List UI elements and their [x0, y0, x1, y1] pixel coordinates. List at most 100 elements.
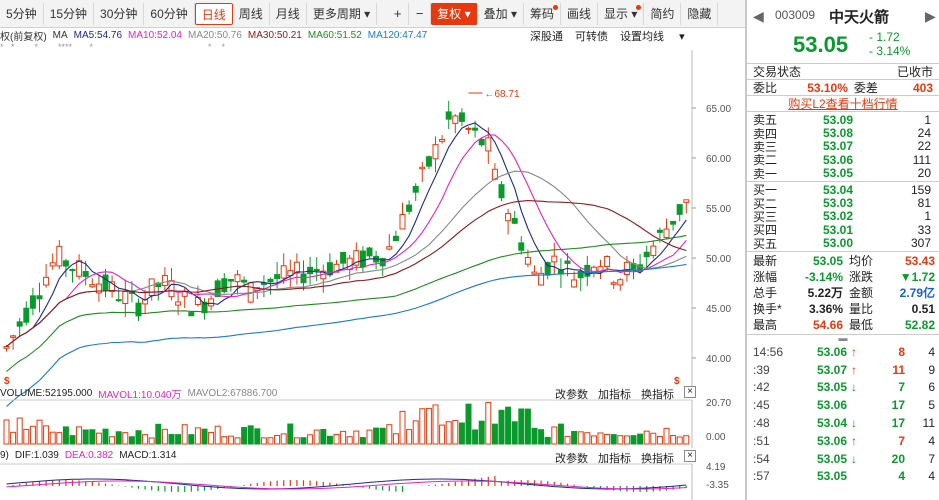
period-more[interactable]: 更多周期 ▾: [307, 2, 378, 25]
bid-label: 买一: [753, 183, 778, 198]
ask-row[interactable]: 卖三 53.07 22: [747, 139, 939, 154]
candle-body: [472, 127, 479, 131]
buy-l2-link[interactable]: 购买L2查看十档行情: [747, 96, 939, 112]
ask-row[interactable]: 卖五 53.09 1: [747, 113, 939, 128]
draw-line-button[interactable]: 画线: [561, 2, 599, 25]
bid-row[interactable]: 买一 53.04 159: [747, 183, 939, 198]
fuquan-dropdown[interactable]: 复权 ▾: [431, 2, 478, 25]
volume-bar: [656, 436, 663, 445]
period-15min[interactable]: 15分钟: [44, 2, 95, 25]
zoom-out-button[interactable]: −: [409, 2, 432, 25]
candle-body: [406, 204, 413, 212]
candlestick-chart[interactable]: 65.00 60.00 55.00 50.00 45.00 40.00 ←68.71 $ $: [0, 50, 745, 407]
candle-body: [16, 321, 23, 327]
candle-body: [538, 272, 545, 286]
close-icon[interactable]: ×: [684, 386, 696, 398]
volume-bar: [452, 419, 459, 445]
volume-bar: [511, 421, 518, 445]
ask-price: 53.05: [822, 166, 853, 181]
ma20-value: MA20:50.76: [187, 29, 242, 41]
vol-add-indicator-button[interactable]: 加指标: [598, 389, 631, 401]
bid-row[interactable]: 买三 53.02 1: [747, 209, 939, 224]
period-daily[interactable]: 日线: [194, 2, 233, 25]
period-5min[interactable]: 5分钟: [0, 2, 44, 25]
ask-row[interactable]: 卖一 53.05 20: [747, 166, 939, 181]
vol-edit-params-button[interactable]: 改参数: [555, 389, 588, 401]
resize-handle-icon[interactable]: ▬: [838, 332, 848, 343]
ask-book: 卖五 53.09 1 卖四 53.08 24 卖三 53.07 22 卖二 53.06 111 卖一 53…: [747, 112, 939, 182]
macd-value: MACD:1.314: [119, 450, 177, 461]
volume-bar: [670, 435, 677, 445]
hk-connect-button[interactable]: 深股通: [530, 31, 563, 43]
hide-button[interactable]: 隐藏: [681, 2, 719, 25]
overlay-dropdown[interactable]: 叠加 ▾: [478, 2, 524, 25]
stat-value: 53.43: [904, 253, 935, 268]
volume-bar: [571, 430, 578, 445]
macd-change-indicator-button[interactable]: 换指标: [641, 453, 674, 465]
volume-chart[interactable]: 20.70 0.00: [0, 398, 745, 448]
set-ma-dropdown[interactable]: 设置均线 ▾: [620, 28, 697, 43]
bid-row[interactable]: 买五 53.00 307: [747, 236, 939, 251]
tick-volume: 7: [898, 380, 905, 395]
chip-button[interactable]: 筹码: [524, 2, 561, 25]
convertible-bond-button[interactable]: 可转债: [575, 31, 608, 43]
tick-row: 14:56 53.06 ↑ 8 4: [747, 343, 939, 361]
candle-body: [293, 261, 300, 274]
price-axis-label: 55.00: [706, 204, 731, 215]
volume-bar: [16, 417, 23, 445]
candle-body: [168, 280, 175, 298]
stat-label: 最新: [753, 254, 778, 269]
period-monthly[interactable]: 月线: [270, 2, 307, 25]
vol-change-indicator-button[interactable]: 换指标: [641, 389, 674, 401]
bid-row[interactable]: 买二 53.03 81: [747, 196, 939, 211]
volume-bar: [346, 436, 353, 445]
volume-bar: [82, 429, 89, 445]
display-dropdown[interactable]: 显示 ▾: [598, 2, 645, 25]
period-weekly[interactable]: 周线: [233, 2, 270, 25]
volume-bar: [300, 437, 307, 445]
volume-bar: [617, 435, 624, 445]
tick-time: :39: [753, 362, 770, 377]
candle-body: [676, 204, 683, 215]
stock-code: 003009: [775, 8, 816, 22]
macd-chart[interactable]: 4.19 -3.35: [0, 462, 745, 500]
volume-bar: [610, 434, 617, 445]
period-30min[interactable]: 30分钟: [94, 2, 145, 25]
macd-edit-params-button[interactable]: 改参数: [555, 453, 588, 465]
close-icon[interactable]: ×: [684, 450, 696, 462]
zoom-in-button[interactable]: +: [387, 2, 410, 25]
volume-bar: [221, 436, 228, 445]
prev-stock-icon[interactable]: ◀: [753, 8, 764, 24]
arrow-down-icon: ↓: [851, 380, 857, 395]
period-60min[interactable]: 60分钟: [144, 2, 195, 25]
bid-label: 买三: [753, 209, 778, 224]
simple-mode-button[interactable]: 简约: [644, 2, 682, 25]
mavol2-value: MAVOL2:67886.700: [187, 387, 278, 399]
volume-bar: [676, 436, 683, 445]
candle-body: [392, 235, 399, 242]
volume-legend: VOLUME:52195.000 MAVOL1:10.040万 MAVOL2:6…: [0, 386, 692, 401]
volume-bar: [161, 428, 168, 445]
ask-row[interactable]: 卖四 53.08 24: [747, 126, 939, 141]
price-change: - 1.72 - 3.14%: [869, 30, 910, 58]
tick-count: 4: [928, 433, 935, 448]
price-axis-label: 40.00: [706, 354, 731, 365]
candle-body: [340, 251, 347, 264]
change-percent: - 3.14%: [869, 44, 911, 58]
arrow-down-icon: ↓: [851, 415, 857, 430]
volume-bar: [10, 431, 17, 445]
chevron-down-icon: ▾: [679, 31, 685, 43]
volume-bar: [43, 425, 50, 445]
macd-add-indicator-button[interactable]: 加指标: [598, 453, 631, 465]
bid-row[interactable]: 买四 53.01 33: [747, 223, 939, 238]
candle-body: [56, 245, 63, 267]
candle-body: [353, 250, 360, 266]
ma-label: MA: [52, 29, 68, 41]
notification-dot-icon: [636, 4, 642, 10]
ma5-value: MA5:54.76: [73, 29, 123, 41]
volume-bar: [234, 437, 241, 445]
volume-bar: [135, 430, 142, 445]
next-stock-icon[interactable]: ▶: [925, 8, 936, 24]
candle-body: [650, 245, 657, 256]
ask-row[interactable]: 卖二 53.06 111: [747, 153, 939, 168]
